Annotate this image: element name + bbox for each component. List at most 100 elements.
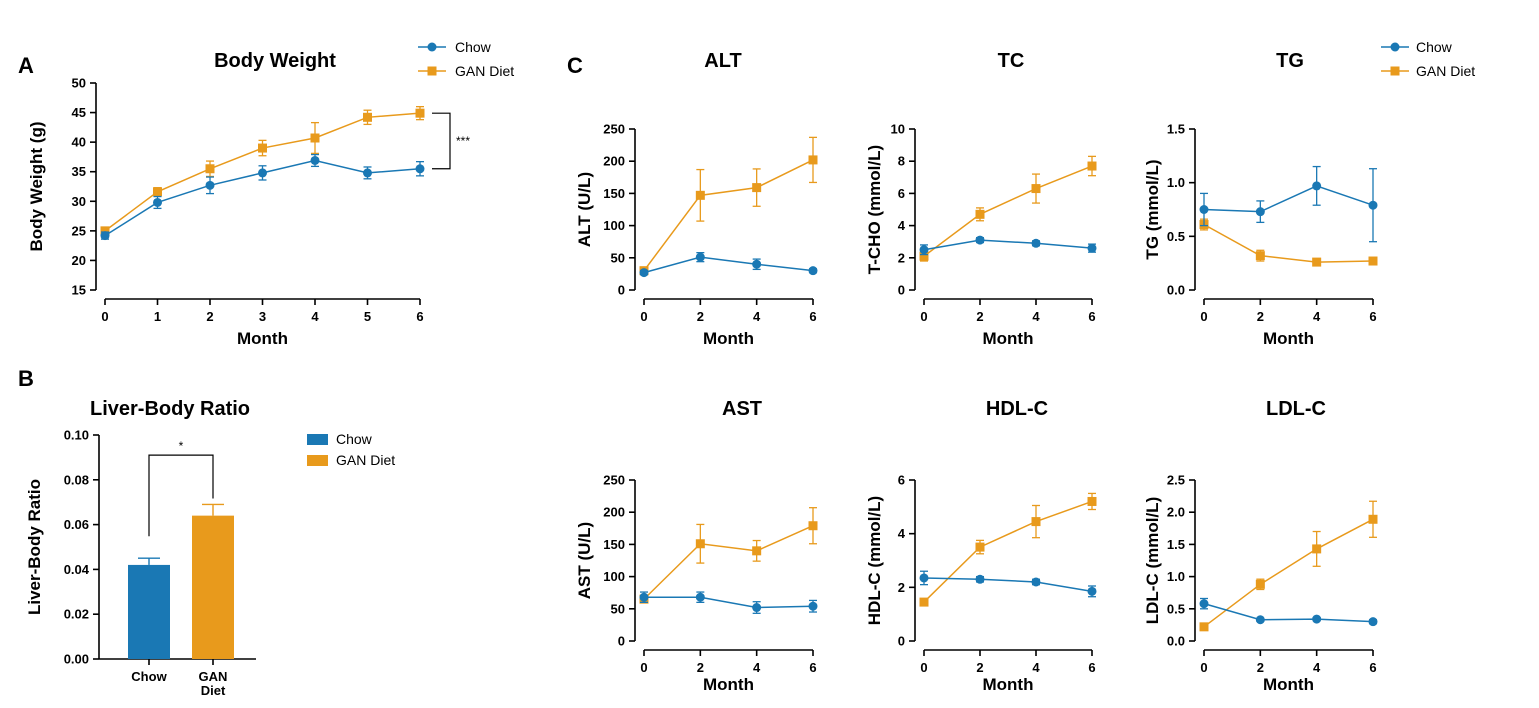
tc-ytick-label-2: 4	[898, 218, 906, 233]
alt-chow-point-0	[639, 268, 649, 278]
panel-letter-c: C	[567, 53, 583, 78]
ldl-c-ytick-label-0: 0.0	[1167, 634, 1185, 649]
tc-xtick-label-3: 6	[1088, 309, 1095, 324]
ast-gan-point-3	[808, 521, 818, 531]
hdl-c-title: HDL-C	[986, 398, 1048, 420]
tc-xtick-label-2: 4	[1032, 309, 1040, 324]
legend-panel-a: Chow GAN Diet	[418, 39, 514, 79]
ast-gan-point-2	[752, 546, 762, 556]
ast-gan-point-1	[695, 539, 705, 549]
hdl-c-chart: 0 2 4 6 HDL-C (mmol/L) 0 2 4 6 Month HDL-C	[865, 398, 1097, 694]
tg-x-axis-title: Month	[1263, 329, 1314, 348]
hdl-c-chow-point-2	[1031, 577, 1041, 587]
liver-body-ratio-ytick-label-1: 0.02	[64, 607, 89, 622]
liver-body-ratio-category-label-gan-0: GAN	[199, 669, 228, 684]
ldl-c-chart: 0.0 0.5 1.0 1.5 2.0 2.5 LDL-C (mmol/L) 0 2 4 6 Mont…	[1143, 398, 1378, 694]
hdl-c-xtick-label-0: 0	[920, 660, 927, 675]
tc-y-axis-title: T-CHO (mmol/L)	[865, 145, 884, 274]
ast-chow-point-1	[695, 592, 705, 602]
hdl-c-gan-point-0	[919, 597, 929, 607]
ast-gan-line	[643, 525, 814, 600]
hdl-c-chow-point-3	[1087, 586, 1097, 596]
legend-chow-marker-c	[1390, 42, 1400, 52]
hdl-c-chow-point-1	[975, 574, 985, 584]
ast-ytick-label-0: 0	[618, 634, 625, 649]
body-weight-significance-label: ***	[456, 134, 470, 148]
ldl-c-title: LDL-C	[1266, 398, 1326, 420]
ast-xtick-label-1: 2	[697, 660, 704, 675]
ast-chart: 0 50 100 150 200 250 AST (U/L) 0 2 4 6 Month AST	[575, 398, 818, 694]
alt-ytick-label-1: 50	[611, 250, 625, 265]
ldl-c-gan-point-1	[1255, 579, 1265, 589]
alt-chow-point-1	[695, 252, 705, 262]
ast-y-axis-title: AST (U/L)	[575, 522, 594, 599]
tc-gan-line	[923, 165, 1093, 257]
liver-body-ratio-ytick-label-3: 0.06	[64, 517, 89, 532]
legend-chow-marker-a	[427, 42, 437, 52]
liver-body-ratio-ytick-label-4: 0.08	[64, 472, 89, 487]
tc-ytick-label-0: 0	[898, 283, 905, 298]
tg-gan-point-2	[1312, 257, 1322, 267]
body-weight-ytick-label-4: 35	[72, 164, 86, 179]
body-weight-xtick-label-5: 5	[364, 309, 371, 324]
tg-chow-point-0	[1199, 205, 1209, 214]
tc-xtick-label-1: 2	[976, 309, 983, 324]
body-weight-chow-point-3	[258, 168, 267, 178]
liver-body-ratio-significance-bracket	[148, 454, 214, 537]
body-weight-ytick-label-0: 15	[72, 283, 86, 298]
ast-title: AST	[722, 398, 762, 420]
alt-title: ALT	[704, 50, 741, 72]
alt-x-axis-title: Month	[703, 329, 754, 348]
tg-y-axis-title: TG (mmol/L)	[1143, 159, 1162, 259]
ldl-c-gan-point-0	[1199, 622, 1209, 632]
alt-gan-line	[643, 159, 814, 272]
hdl-c-xtick-label-2: 4	[1032, 660, 1040, 675]
hdl-c-gan-line	[923, 500, 1093, 603]
ast-ytick-label-2: 100	[603, 569, 625, 584]
ast-chow-point-2	[752, 603, 762, 613]
tg-xtick-label-0: 0	[1200, 309, 1207, 324]
tg-chow-point-2	[1312, 181, 1322, 191]
body-weight-xtick-label-4: 4	[311, 309, 319, 324]
legend-gan-marker-c	[1390, 66, 1400, 76]
hdl-c-y-axis-title: HDL-C (mmol/L)	[865, 496, 884, 625]
body-weight-gan-point-5	[363, 112, 372, 122]
body-weight-ytick-label-5: 40	[72, 135, 86, 150]
body-weight-ytick-label-1: 20	[72, 253, 86, 268]
tg-xtick-label-1: 2	[1257, 309, 1264, 324]
alt-gan-point-1	[695, 190, 705, 200]
hdl-c-ytick-label-0: 0	[898, 634, 905, 649]
hdl-c-gan-point-2	[1031, 517, 1041, 527]
tc-title: TC	[998, 50, 1025, 72]
ldl-c-chow-point-3	[1368, 617, 1378, 627]
hdl-c-xtick-label-3: 6	[1088, 660, 1095, 675]
body-weight-xtick-label-1: 1	[154, 309, 161, 324]
tc-gan-point-2	[1031, 184, 1041, 194]
tc-chow-point-1	[975, 235, 985, 245]
body-weight-chow-point-5	[363, 168, 372, 178]
alt-ytick-label-0: 0	[618, 283, 625, 298]
legend-chow-label-c: Chow	[1416, 39, 1453, 55]
body-weight-gan-point-2	[205, 164, 215, 174]
ldl-c-ytick-label-2: 1.0	[1167, 569, 1185, 584]
alt-xtick-label-2: 4	[753, 309, 761, 324]
legend-gan-label-a: GAN Diet	[455, 63, 514, 79]
body-weight-ytick-label-3: 30	[72, 194, 86, 209]
tc-chow-line	[923, 239, 1093, 251]
ldl-c-xtick-label-2: 4	[1313, 660, 1321, 675]
ldl-c-gan-point-2	[1312, 544, 1322, 554]
body-weight-chow-point-6	[415, 164, 425, 174]
tg-title: TG	[1276, 50, 1304, 72]
panel-letter-a: A	[18, 53, 34, 78]
body-weight-gan-point-1	[153, 187, 162, 197]
ast-chow-line	[644, 596, 814, 609]
legend-gan-marker-a	[427, 66, 437, 76]
alt-ytick-label-2: 100	[603, 218, 625, 233]
ast-xtick-label-0: 0	[640, 660, 647, 675]
hdl-c-ytick-label-3: 6	[898, 473, 905, 488]
tc-gan-point-3	[1087, 161, 1097, 171]
body-weight-gan-point-3	[258, 143, 267, 153]
